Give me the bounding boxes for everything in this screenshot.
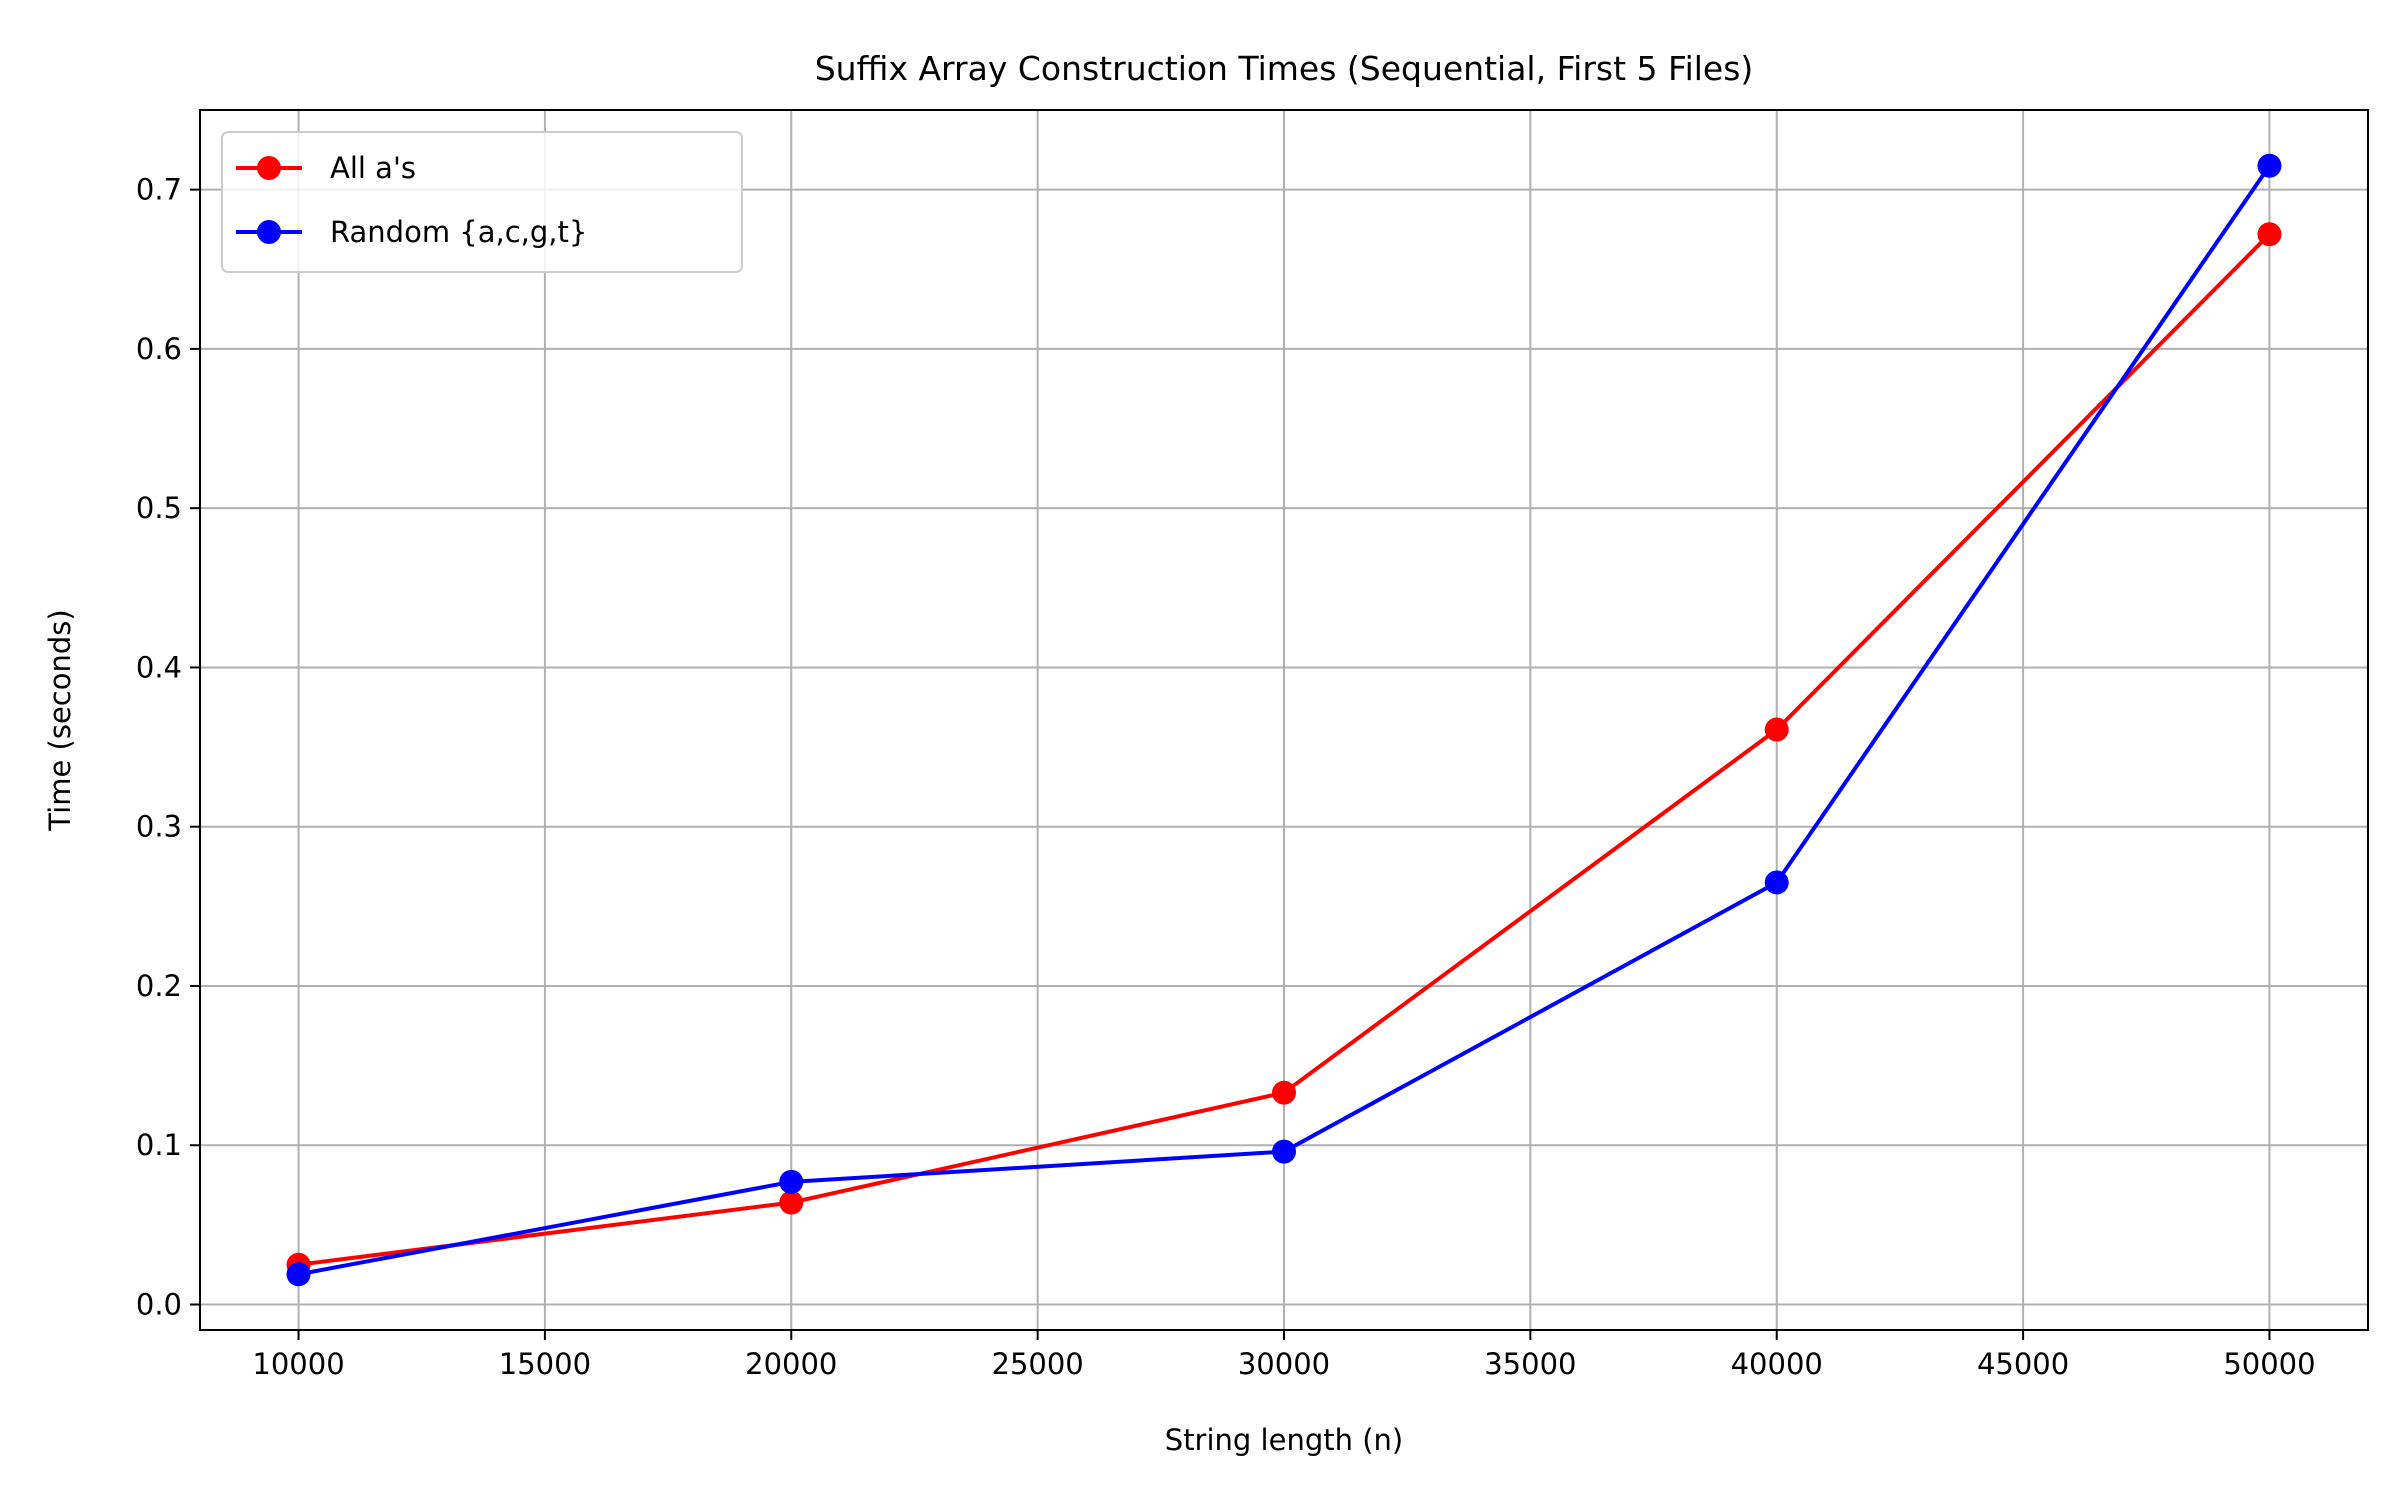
x-axis-label: String length (n) <box>1165 1423 1403 1457</box>
x-tick-label: 30000 <box>1238 1347 1330 1381</box>
series-2 <box>286 153 2282 1287</box>
y-tick-label: 0.7 <box>136 173 182 207</box>
axis-ticks: 10000 15000 20000 25000 30000 35000 40000 45000… <box>136 173 2316 1381</box>
x-tick-label: 15000 <box>499 1347 591 1381</box>
y-axis-label: Time (seconds) <box>43 609 77 831</box>
y-tick-label: 0.0 <box>136 1288 182 1322</box>
data-point <box>1764 717 1789 742</box>
data-point <box>779 1190 804 1215</box>
x-tick-label: 10000 <box>252 1347 344 1381</box>
data-point <box>2257 222 2282 247</box>
data-point <box>779 1169 804 1194</box>
x-tick-label: 20000 <box>745 1347 837 1381</box>
y-tick-label: 0.6 <box>136 332 182 366</box>
data-point <box>1272 1139 1296 1164</box>
legend-label: All a's <box>330 151 416 185</box>
legend: All a's Random {a,c,g,t} <box>221 131 743 273</box>
y-tick-label: 0.4 <box>136 650 182 684</box>
legend-marker <box>257 220 281 244</box>
legend-label: Random {a,c,g,t} <box>330 215 587 249</box>
series-layer <box>286 153 2282 1287</box>
y-tick-label: 0.3 <box>136 810 182 844</box>
x-tick-label: 35000 <box>1484 1347 1576 1381</box>
data-point <box>1272 1080 1296 1105</box>
x-tick-label: 45000 <box>1977 1347 2069 1381</box>
data-point <box>1764 870 1789 895</box>
x-tick-label: 50000 <box>2223 1347 2315 1381</box>
legend-marker <box>257 156 281 180</box>
legend-box <box>221 131 743 273</box>
y-tick-label: 0.1 <box>136 1128 182 1162</box>
series-1 <box>286 222 2282 1277</box>
y-tick-label: 0.2 <box>136 969 182 1003</box>
x-tick-label: 25000 <box>992 1347 1084 1381</box>
x-tick-label: 40000 <box>1731 1347 1823 1381</box>
data-point <box>2257 153 2282 178</box>
y-tick-label: 0.5 <box>136 491 182 525</box>
data-point <box>286 1262 311 1287</box>
chart-title: Suffix Array Construction Times (Sequent… <box>815 49 1754 88</box>
